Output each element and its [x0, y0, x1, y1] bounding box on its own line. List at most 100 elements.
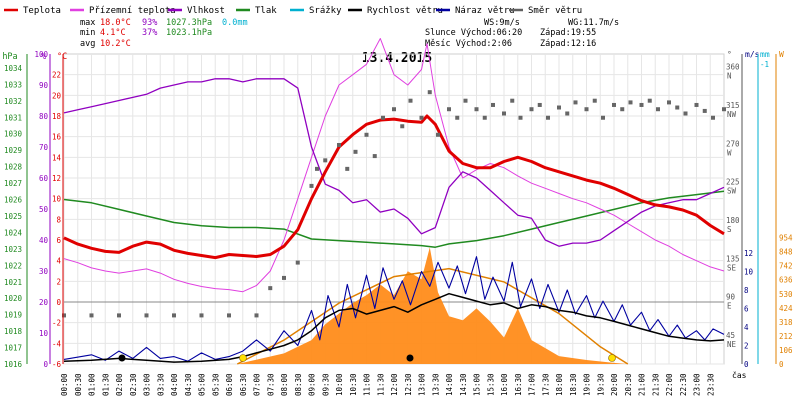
tick-label-dir: 90: [726, 293, 736, 302]
wind-direction-point: [345, 166, 350, 171]
stat-min-hum: 37%: [142, 28, 157, 38]
tick-label-dir: 45: [726, 331, 735, 340]
tick-label-x: 06:00: [225, 373, 234, 396]
tick-label-pct: 60: [39, 174, 49, 183]
tick-label-degc: 12: [52, 174, 61, 183]
tick-label-x: 13:00: [418, 373, 427, 396]
tick-label-hpa: 1031: [4, 113, 22, 122]
legend-label: Vlhkost: [187, 6, 225, 16]
tick-label-pct: 10: [39, 329, 49, 338]
wind-direction-point: [628, 100, 633, 105]
tick-label-pct: 40: [39, 236, 49, 245]
tick-label-w: 318: [779, 318, 793, 327]
tick-label-w: 530: [779, 290, 793, 299]
tick-label-mm: -1: [760, 60, 769, 69]
tick-label-hpa: 1032: [4, 97, 22, 106]
tick-label-x: 11:30: [376, 373, 385, 396]
wind-direction-point: [392, 107, 396, 112]
wind-direction-point: [702, 108, 707, 113]
tick-label-x: 23:00: [693, 373, 702, 396]
tick-label-x: 18:00: [555, 373, 564, 396]
tick-label-degc: 22: [52, 71, 61, 80]
wind-direction-point: [436, 132, 440, 137]
info-moon: Měsíc Východ:2:06: [425, 39, 512, 49]
tick-label-degc: -4: [52, 339, 62, 348]
wind-direction-point: [199, 313, 204, 318]
tick-label-hpa: 1034: [4, 64, 23, 73]
tick-label-x: 09:00: [308, 373, 317, 396]
wind-direction-point: [400, 124, 405, 129]
wind-direction-point: [601, 115, 605, 120]
legend-label: Přízemní teplota: [89, 6, 176, 16]
tick-label-degc: 20: [52, 91, 62, 100]
tick-label-dir-compass: N: [727, 72, 732, 81]
tick-label-x: 18:30: [569, 373, 578, 396]
axis-label-degc: °C: [57, 52, 67, 62]
tick-label-w: 424: [779, 304, 793, 313]
tick-label-hpa: 1027: [4, 179, 22, 188]
tick-label-dir: 225: [726, 178, 740, 187]
tick-label-pct: 20: [39, 298, 49, 307]
wind-direction-point: [309, 183, 314, 188]
tick-label-x: 05:30: [211, 373, 220, 396]
wind-direction-point: [647, 98, 652, 103]
tick-label-hpa: 1018: [4, 327, 23, 336]
wind-direction-point: [529, 107, 534, 112]
stat-max-press: 1027.3hPa: [166, 18, 212, 28]
wind-direction-point: [592, 98, 597, 103]
wind-direction-point: [463, 98, 468, 103]
tick-label-hpa: 1023: [4, 245, 22, 254]
tick-label-ms: 6: [744, 305, 749, 314]
wind-direction-point: [337, 143, 341, 148]
tick-label-x: 11:00: [363, 373, 372, 396]
legend: Teplota Přízemní teplota Vlhkost Tlak Srážky…: [4, 6, 582, 16]
tick-label-x: 01:00: [88, 373, 97, 396]
tick-label-pct: 70: [39, 143, 49, 152]
axis-label-dir: °: [727, 50, 732, 59]
wind-direction-point: [144, 313, 149, 318]
axis-label-pct: %: [41, 52, 46, 62]
tick-label-x: 14:30: [459, 373, 468, 396]
wind-direction-point: [62, 313, 66, 318]
legend-label: Náraz větru: [455, 6, 515, 16]
solar-theory-line: [236, 267, 629, 365]
tick-label-x: 19:00: [583, 373, 592, 396]
legend-label: Srážky: [309, 6, 342, 16]
tick-label-hpa: 1020: [4, 294, 23, 303]
tick-label-x: 04:30: [184, 373, 193, 396]
pressure-line: [63, 190, 725, 248]
temperature-line: [63, 114, 725, 260]
tick-label-x: 08:00: [280, 373, 289, 396]
tick-label-dir-compass: S: [727, 225, 732, 234]
tick-label-x: 09:30: [321, 373, 330, 396]
tick-label-x: 22:30: [679, 373, 688, 396]
tick-label-degc: 14: [52, 153, 62, 162]
tick-label-x: 16:00: [500, 373, 509, 396]
wind-direction-point: [172, 313, 176, 318]
tick-label-degc: 0: [56, 298, 61, 307]
tick-label-x: 00:00: [60, 373, 69, 396]
tick-label-degc: 6: [56, 236, 61, 245]
axis-label-x: čas: [732, 370, 747, 380]
stat-min-temp: 4.1°C: [100, 28, 126, 38]
tick-label-hpa: 1017: [4, 344, 22, 353]
wind-direction-point: [323, 158, 328, 163]
tick-label-w: 106: [779, 346, 793, 355]
axis-label-ms: m/s: [745, 50, 760, 59]
moonset-marker: [406, 354, 414, 362]
chart-title: 13.4.2015: [362, 51, 432, 66]
wind-direction-point: [683, 111, 688, 116]
tick-label-hpa: 1024: [4, 228, 23, 237]
axis-label-hpa: hPa: [2, 52, 17, 62]
tick-label-ms: 12: [744, 249, 753, 258]
tick-label-pct: 0: [43, 360, 48, 369]
info-moonset: Západ:12:16: [540, 39, 596, 49]
wind-direction-point: [584, 107, 589, 112]
tick-label-pct: 100: [34, 50, 48, 59]
wind-direction-point: [502, 111, 506, 116]
stat-avg-temp: 10.2°C: [100, 39, 131, 49]
wind-direction-point: [639, 102, 644, 107]
tick-label-dir-compass: SE: [727, 263, 737, 272]
wind-direction-point: [711, 115, 715, 120]
legend-label: Rychlost větru: [367, 6, 443, 16]
